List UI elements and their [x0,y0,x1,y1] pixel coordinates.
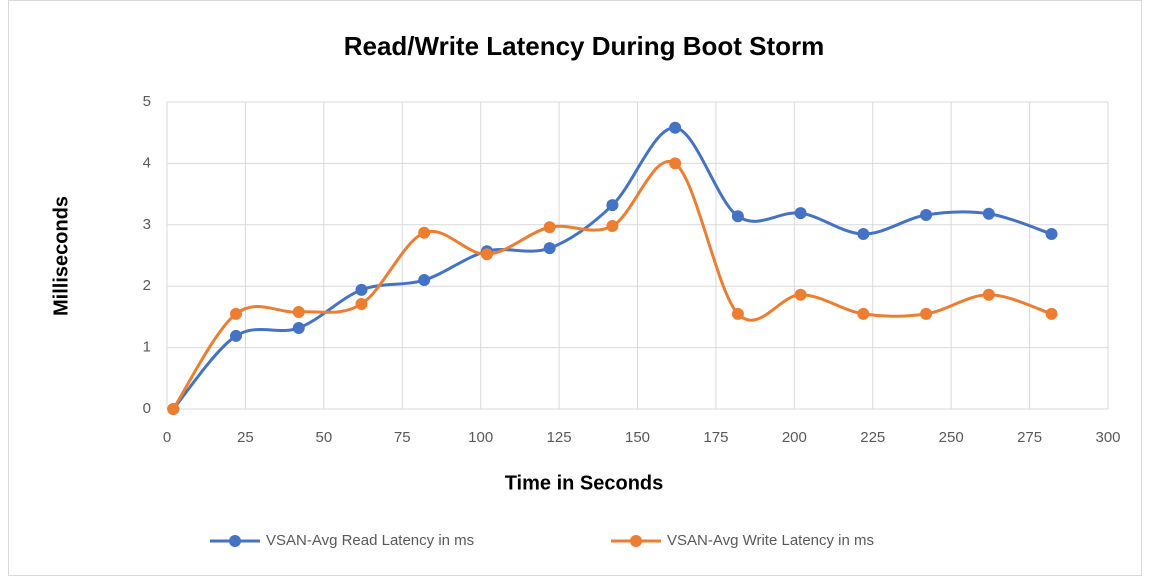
x-tick-label: 100 [468,429,493,446]
x-tick-label: 300 [1095,429,1120,446]
point [606,199,619,212]
point [230,307,243,320]
point [731,210,744,223]
x-tick-label: 125 [547,429,572,446]
x-tick-label: 250 [939,429,964,446]
point [418,274,431,287]
x-tick-label: 50 [315,429,332,446]
point [167,403,180,415]
point [857,307,870,320]
x-tick-label: 225 [860,429,885,446]
legend-marker [229,535,241,547]
point [292,321,305,334]
point [355,283,368,296]
point [480,248,493,261]
point [418,226,431,239]
point [669,121,682,134]
point [1045,307,1058,320]
y-tick-label: 5 [143,93,151,110]
chart-title: Read/Write Latency During Boot Storm [344,31,825,61]
x-tick-label: 0 [163,429,171,446]
point [606,220,619,233]
point [669,157,682,170]
point [794,207,807,220]
legend-label: VSAN-Avg Write Latency in ms [667,532,874,549]
point [543,221,556,234]
x-tick-label: 200 [782,429,807,446]
legend-label: VSAN-Avg Read Latency in ms [266,532,474,549]
point [355,298,368,311]
legend-marker [630,535,642,547]
point [982,207,995,220]
x-tick-label: 275 [1017,429,1042,446]
point [794,288,807,301]
point [1045,228,1058,241]
point [543,242,556,255]
point [731,307,744,320]
x-tick-label: 75 [394,429,411,446]
point [857,228,870,241]
point [230,329,243,342]
x-axis-label: Time in Seconds [505,472,664,494]
x-tick-label: 25 [237,429,254,446]
y-tick-label: 0 [143,400,151,417]
point [920,307,933,320]
y-axis-label: Milliseconds [50,196,72,316]
y-tick-label: 2 [143,277,151,294]
x-tick-label: 150 [625,429,650,446]
x-tick-label: 175 [703,429,728,446]
chart-frame [8,0,1142,576]
point [920,208,933,221]
y-tick-label: 4 [143,154,151,171]
y-tick-label: 3 [143,216,151,233]
point [982,288,995,301]
point [292,305,305,318]
y-tick-label: 1 [143,339,151,356]
